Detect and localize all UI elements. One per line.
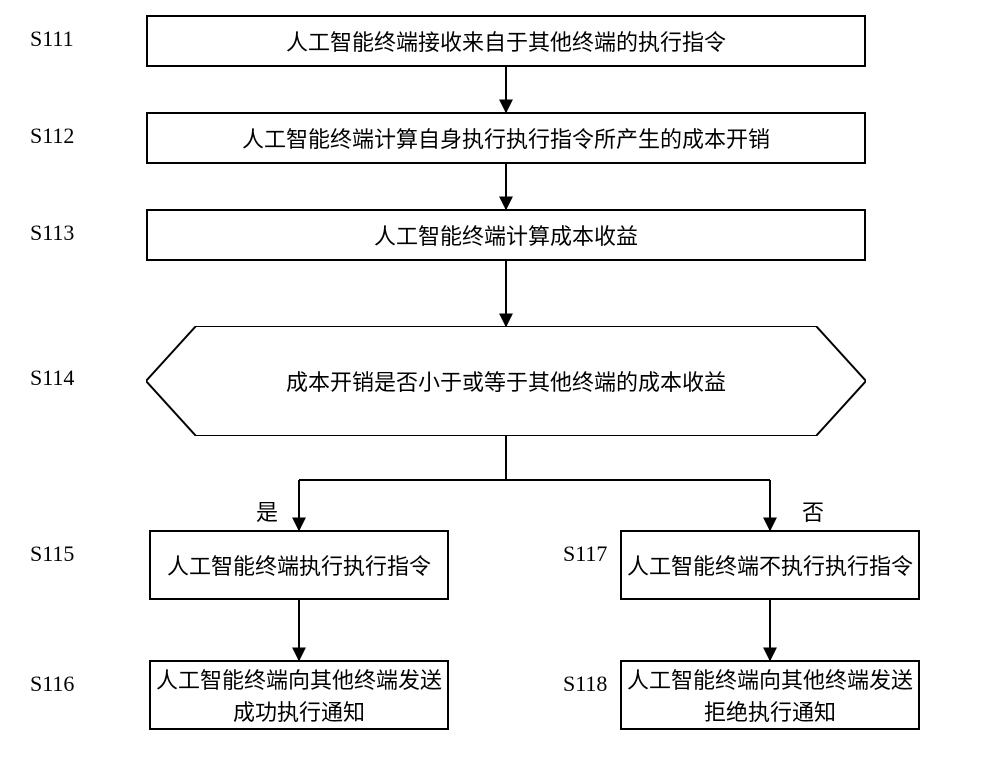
process-node: 人工智能终端执行执行指令 [149,530,449,600]
step-label: S111 [30,26,74,52]
step-label: S112 [30,123,74,149]
process-node: 人工智能终端计算成本收益 [146,209,866,261]
process-text: 人工智能终端接收来自于其他终端的执行指令 [286,25,726,57]
process-text: 人工智能终端向其他终端发送拒绝执行通知 [626,663,914,727]
edge-label: 否 [802,495,824,527]
edge-label: 是 [256,495,278,527]
process-node: 人工智能终端不执行执行指令 [620,530,920,600]
process-text: 人工智能终端计算自身执行执行指令所产生的成本开销 [242,122,770,154]
process-text: 人工智能终端计算成本收益 [374,219,638,251]
step-label: S116 [30,671,74,697]
step-label: S115 [30,541,74,567]
process-node: 人工智能终端向其他终端发送拒绝执行通知 [620,660,920,730]
step-label: S118 [563,671,607,697]
decision-node: 成本开销是否小于或等于其他终端的成本收益 [146,326,866,436]
process-node: 人工智能终端向其他终端发送成功执行通知 [149,660,449,730]
process-text: 人工智能终端向其他终端发送成功执行通知 [155,663,443,727]
flowchart-canvas: S111 人工智能终端接收来自于其他终端的执行指令 S112 人工智能终端计算自身执行… [0,0,1000,779]
step-label: S114 [30,365,74,391]
process-text: 人工智能终端执行执行指令 [167,549,431,581]
step-label: S113 [30,220,74,246]
step-label: S117 [563,541,607,567]
decision-text: 成本开销是否小于或等于其他终端的成本收益 [146,326,866,436]
process-node: 人工智能终端接收来自于其他终端的执行指令 [146,15,866,67]
process-text: 人工智能终端不执行执行指令 [627,549,913,581]
process-node: 人工智能终端计算自身执行执行指令所产生的成本开销 [146,112,866,164]
